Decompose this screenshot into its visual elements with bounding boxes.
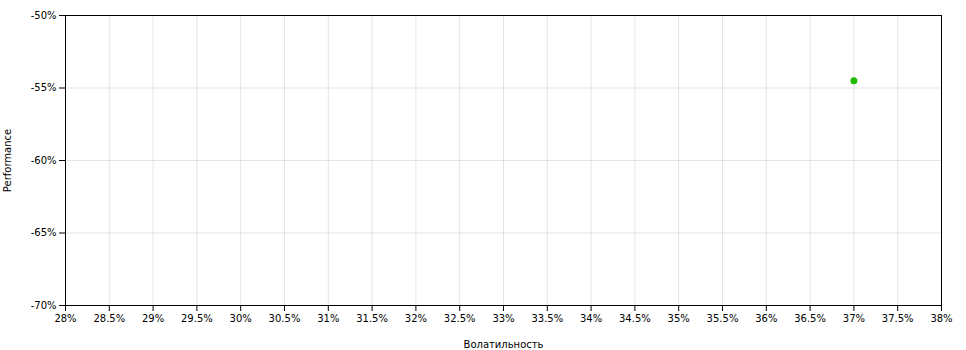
svg-text:29.5%: 29.5%: [181, 313, 213, 324]
svg-text:-65%: -65%: [31, 227, 57, 238]
svg-text:33%: 33%: [492, 313, 514, 324]
svg-text:38%: 38%: [930, 313, 952, 324]
svg-text:32.5%: 32.5%: [444, 313, 476, 324]
svg-text:30.5%: 30.5%: [269, 313, 301, 324]
svg-text:36.5%: 36.5%: [794, 313, 826, 324]
svg-text:34%: 34%: [580, 313, 602, 324]
svg-text:Performance: Performance: [2, 129, 13, 192]
svg-text:35%: 35%: [668, 313, 690, 324]
svg-text:-55%: -55%: [31, 82, 57, 93]
svg-text:-50%: -50%: [31, 10, 57, 21]
svg-text:-60%: -60%: [31, 155, 57, 166]
svg-text:28.5%: 28.5%: [93, 313, 125, 324]
svg-text:35.5%: 35.5%: [707, 313, 739, 324]
svg-text:30%: 30%: [230, 313, 252, 324]
svg-text:-70%: -70%: [31, 300, 57, 311]
svg-text:37.5%: 37.5%: [882, 313, 914, 324]
svg-text:36%: 36%: [755, 313, 777, 324]
svg-text:32%: 32%: [405, 313, 427, 324]
svg-text:31.5%: 31.5%: [356, 313, 388, 324]
svg-text:28%: 28%: [54, 313, 76, 324]
svg-text:37%: 37%: [843, 313, 865, 324]
svg-text:29%: 29%: [142, 313, 164, 324]
svg-text:34.5%: 34.5%: [619, 313, 651, 324]
svg-text:31%: 31%: [317, 313, 339, 324]
svg-text:Волатильность: Волатильность: [464, 339, 544, 350]
svg-text:33.5%: 33.5%: [531, 313, 563, 324]
